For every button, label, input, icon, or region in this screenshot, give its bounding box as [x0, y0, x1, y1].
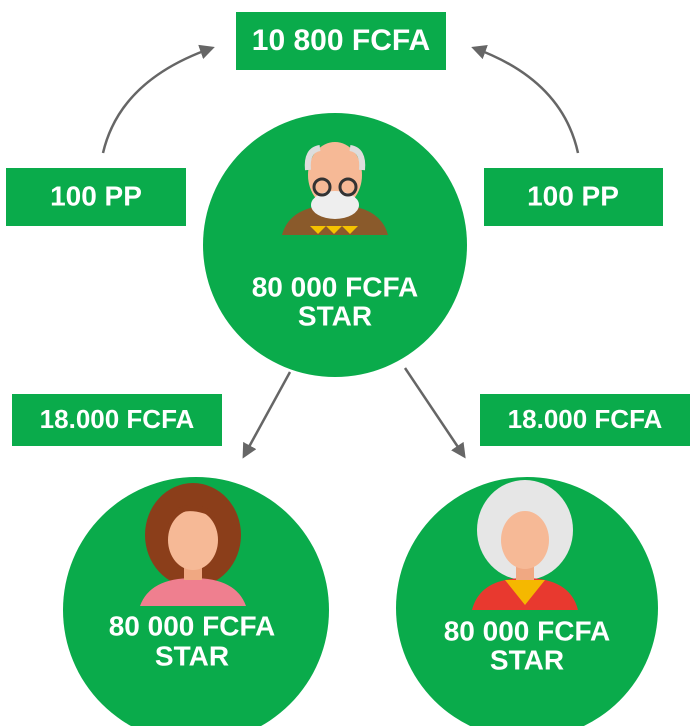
side-label: 100 PP — [527, 180, 619, 211]
diagram: 10 800 FCFA 100 PP 100 PP 18.000 FCFA 18… — [0, 0, 693, 726]
arrow — [244, 372, 290, 456]
node-amount: 80 000 FCFA — [252, 271, 419, 302]
node-rank: STAR — [298, 300, 372, 331]
top-label: 10 800 FCFA — [252, 24, 430, 57]
edge-label: 18.000 FCFA — [508, 404, 663, 434]
node-rank: STAR — [155, 640, 229, 671]
arrow — [474, 48, 578, 153]
node-amount: 80 000 FCFA — [109, 610, 276, 641]
node-rank: STAR — [490, 644, 564, 675]
edge-label: 18.000 FCFA — [40, 404, 195, 434]
avatar-old-woman — [472, 480, 578, 610]
node-amount: 80 000 FCFA — [444, 615, 611, 646]
arrow — [103, 48, 212, 153]
side-label: 100 PP — [50, 180, 142, 211]
arrow — [405, 368, 464, 456]
